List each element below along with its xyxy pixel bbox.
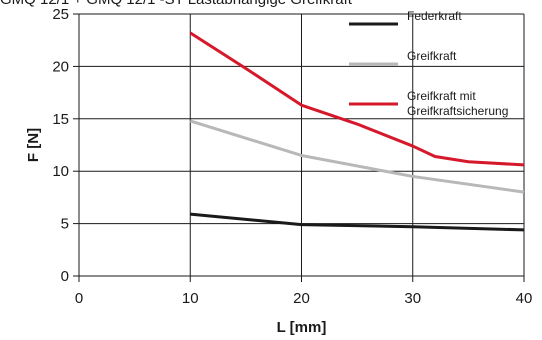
y-tick-label: 20 [52, 58, 69, 75]
legend-label-2: Greifkraft [407, 49, 457, 63]
x-tick-label: 40 [516, 290, 533, 307]
series-lines [189, 31, 525, 232]
x-tick-label: 20 [293, 290, 310, 307]
grid [78, 13, 525, 277]
y-tick-label: 5 [61, 216, 69, 233]
legend: Federkraft Greifkraft Greifkraft mit Greifk… [349, 9, 508, 118]
x-axis-label: L [mm] [277, 319, 327, 336]
x-tick-label: 30 [404, 290, 421, 307]
y-tick-label: 0 [61, 268, 69, 285]
series-line-2 [189, 119, 525, 194]
legend-label-1: Federkraft [407, 9, 462, 23]
y-tick-label: 25 [52, 6, 69, 23]
y-axis-label: F [N] [25, 128, 42, 162]
x-tick-label: 10 [182, 290, 199, 307]
y-tick-label: 15 [52, 111, 69, 128]
series-line-1 [190, 212, 525, 232]
legend-label-3: Greifkraft mit Greifkraftsicherung [407, 89, 508, 118]
series-line-3 [189, 31, 525, 167]
x-tick-label: 0 [75, 290, 83, 307]
tick-labels: 0 5 10 15 20 25 0 10 20 30 40 [52, 6, 532, 307]
y-tick-label: 10 [52, 163, 69, 180]
chart-title: GMQ 12/1 + GMQ 12/1 -ST Lastabhängige Gr… [0, 0, 353, 8]
axes [73, 13, 525, 282]
